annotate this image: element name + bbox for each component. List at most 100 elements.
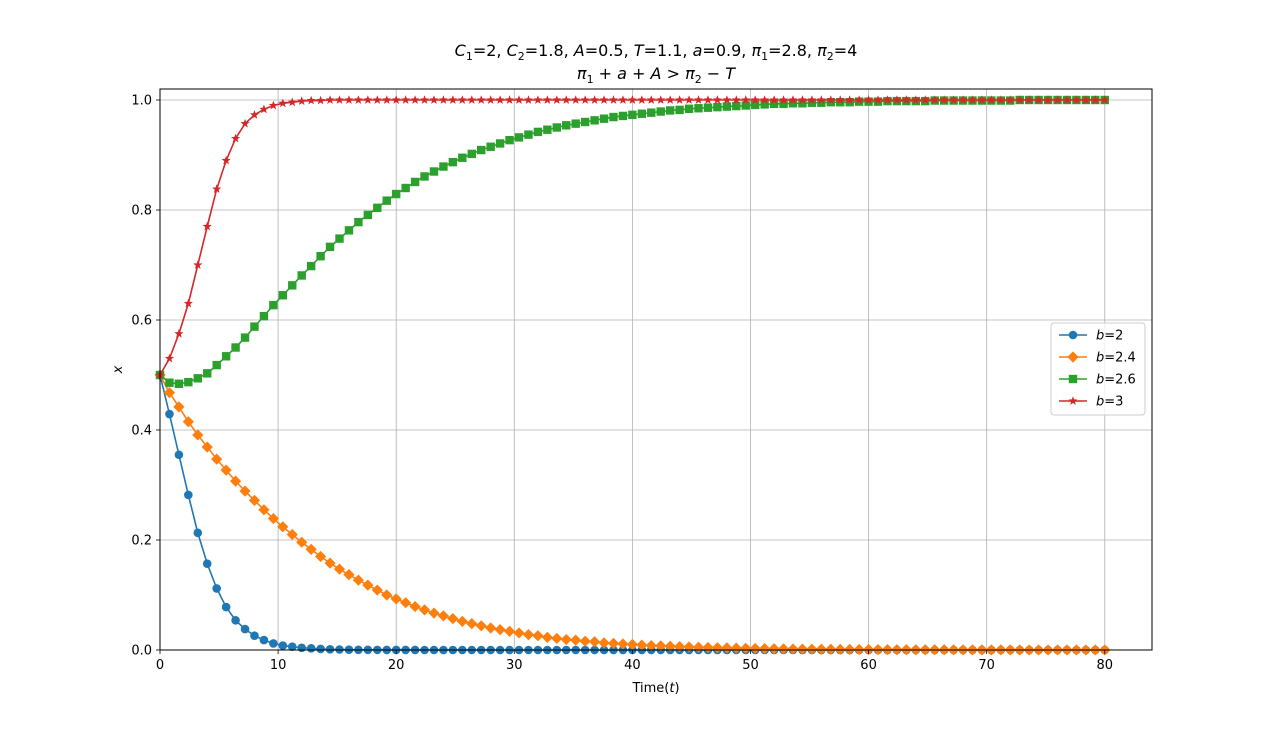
data-point: [892, 95, 902, 104]
data-point: [447, 613, 459, 625]
data-point: [458, 153, 467, 162]
data-point: [335, 234, 344, 243]
data-point: [278, 291, 288, 300]
data-point: [599, 95, 609, 104]
data-point: [164, 353, 175, 363]
data-point: [240, 624, 250, 634]
data-point: [269, 300, 278, 310]
series-3: [155, 95, 1110, 379]
data-point: [258, 504, 270, 516]
data-point: [391, 95, 401, 104]
data-point: [1043, 95, 1053, 104]
data-point: [694, 104, 703, 113]
data-point: [297, 643, 307, 653]
data-point: [448, 157, 458, 167]
data-point: [316, 95, 326, 105]
data-point: [410, 177, 420, 187]
data-point: [693, 95, 704, 104]
data-point: [712, 95, 722, 104]
y-tick-label: 0.0: [131, 644, 152, 659]
data-point: [722, 95, 732, 104]
data-point: [882, 95, 893, 104]
data-point: [420, 172, 429, 181]
data-point: [552, 123, 561, 132]
data-point: [996, 95, 1006, 104]
data-point: [826, 95, 836, 104]
data-point: [665, 106, 675, 115]
legend-marker: [1068, 330, 1078, 340]
data-point: [401, 183, 410, 193]
data-point: [570, 634, 582, 646]
data-point: [183, 298, 193, 308]
x-tick-label: 70: [978, 658, 995, 673]
data-point: [193, 374, 202, 383]
data-point: [760, 95, 770, 104]
data-point: [599, 114, 609, 123]
data-point: [173, 401, 185, 413]
x-tick-label: 30: [506, 658, 523, 673]
data-point: [297, 271, 306, 280]
x-tick-label: 50: [742, 658, 759, 673]
legend-marker: [1068, 396, 1078, 405]
data-point: [637, 109, 647, 118]
data-point: [637, 95, 647, 104]
data-point: [647, 108, 656, 117]
data-point: [391, 189, 401, 199]
data-point: [788, 95, 798, 104]
data-point: [344, 95, 354, 104]
data-point: [1071, 95, 1081, 104]
data-point: [836, 98, 845, 107]
axes-frame: [159, 88, 1153, 651]
data-point: [721, 642, 733, 654]
data-point: [551, 632, 563, 645]
data-point: [287, 642, 297, 651]
data-point: [212, 584, 221, 593]
data-point: [231, 343, 240, 352]
data-point: [306, 644, 316, 653]
data-point: [618, 95, 628, 104]
data-point: [684, 95, 694, 104]
data-point: [221, 602, 231, 612]
data-point: [571, 95, 581, 104]
data-point: [741, 101, 750, 110]
data-point: [807, 98, 817, 107]
data-point: [428, 607, 440, 619]
data-point: [174, 450, 184, 460]
data-point: [390, 593, 402, 605]
data-point: [259, 635, 269, 645]
data-point: [939, 95, 949, 104]
data-point: [477, 145, 486, 155]
legend-entry: b=2: [1059, 329, 1123, 344]
data-point: [419, 95, 430, 104]
data-point: [524, 130, 533, 139]
data-point: [192, 429, 204, 441]
data-point: [184, 490, 193, 500]
legend-entry: b=3: [1059, 395, 1123, 410]
data-point: [807, 95, 817, 104]
x-axis-label: Time(t): [631, 681, 679, 696]
data-point: [590, 116, 599, 125]
data-point: [607, 637, 620, 649]
data-point: [749, 642, 761, 655]
data-point: [1090, 95, 1100, 104]
y-tick-label: 0.8: [131, 204, 152, 219]
data-point: [656, 95, 666, 104]
data-point: [371, 584, 383, 596]
data-point: [373, 203, 382, 212]
data-point: [334, 95, 345, 104]
legend-box: [1050, 322, 1146, 416]
data-point: [986, 95, 996, 104]
data-point: [835, 95, 845, 104]
data-point: [722, 102, 732, 111]
legend-label: b=2: [1096, 329, 1123, 344]
data-point: [873, 95, 883, 104]
data-point: [514, 95, 524, 104]
data-point: [231, 133, 241, 143]
data-point: [778, 95, 789, 104]
data-point: [467, 149, 476, 159]
data-point: [571, 119, 580, 128]
data-point: [448, 95, 458, 104]
data-point: [977, 95, 987, 104]
data-point: [296, 536, 308, 548]
